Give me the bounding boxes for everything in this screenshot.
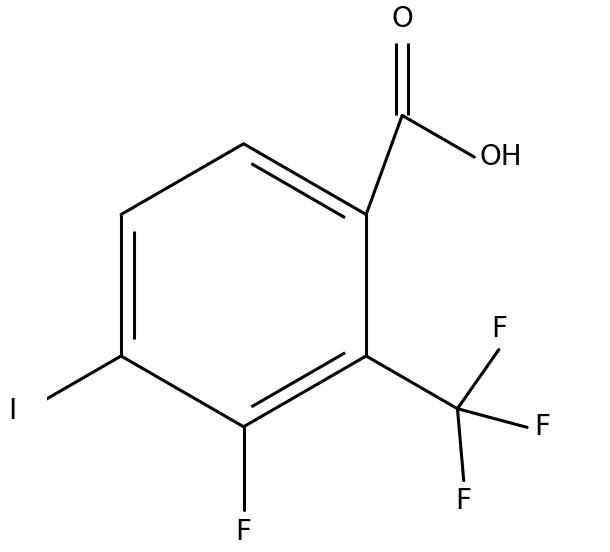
Text: OH: OH [480, 143, 522, 171]
Text: F: F [491, 315, 507, 343]
Text: F: F [534, 413, 550, 442]
Text: O: O [392, 6, 413, 33]
Text: F: F [235, 518, 251, 546]
Text: I: I [9, 397, 16, 426]
Text: F: F [456, 487, 472, 515]
